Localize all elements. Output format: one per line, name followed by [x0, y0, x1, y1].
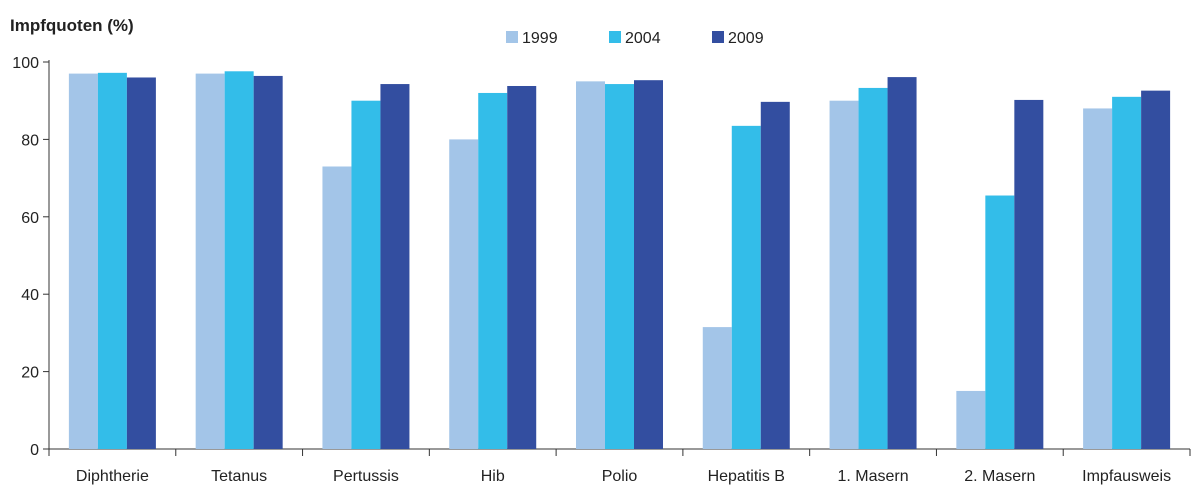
bar-2009	[887, 77, 917, 449]
legend-swatch	[609, 31, 621, 43]
legend: 1999 2004 2009	[506, 30, 764, 47]
x-category-label: 2. Masern	[964, 468, 1035, 485]
x-category-label: Polio	[602, 468, 638, 485]
bar-1999	[322, 166, 352, 450]
bars	[68, 71, 1171, 450]
bar-2004	[351, 100, 381, 449]
legend-swatch	[712, 31, 724, 43]
legend-swatch	[506, 31, 518, 43]
bar-2009	[1014, 99, 1044, 450]
x-category-label: Hib	[481, 468, 505, 485]
x-category-label: Hepatitis B	[708, 468, 785, 485]
bar-1999	[829, 100, 859, 449]
y-tick-label: 60	[21, 210, 39, 227]
bar-2004	[985, 195, 1015, 449]
bar-2009	[507, 85, 537, 449]
bar-2004	[97, 72, 127, 449]
bar-1999	[576, 81, 605, 449]
bar-1999	[956, 390, 986, 449]
bar-2009	[253, 75, 283, 449]
bar-2009	[1141, 90, 1171, 449]
bar-1999	[702, 327, 732, 449]
y-tick-label: 40	[21, 287, 39, 304]
bar-1999	[68, 73, 98, 450]
chart-title: Impfquoten (%)	[10, 16, 134, 35]
y-tick-label: 20	[21, 365, 39, 382]
legend-label: 2009	[728, 30, 764, 47]
bar-1999	[1083, 108, 1113, 449]
bar-2009	[634, 80, 663, 450]
bar-2009	[760, 101, 790, 450]
bar-2004	[731, 125, 761, 449]
legend-label: 1999	[522, 30, 558, 47]
y-tick-label: 80	[21, 132, 39, 149]
x-category-label: Impfausweis	[1082, 468, 1171, 485]
x-category-label: Tetanus	[211, 468, 267, 485]
bar-2004	[224, 71, 254, 450]
bar-2004	[478, 92, 508, 450]
bar-1999	[449, 139, 479, 449]
legend-label: 2004	[625, 30, 661, 47]
bar-2009	[380, 84, 410, 450]
bar-2004	[858, 87, 888, 449]
x-category-label: Pertussis	[333, 468, 399, 485]
x-category-label: Diphtherie	[76, 468, 149, 485]
x-category-label: 1. Masern	[837, 468, 908, 485]
bar-2004	[1112, 96, 1142, 449]
bar-1999	[195, 73, 225, 450]
bar-2009	[126, 77, 156, 449]
y-tick-label: 0	[30, 442, 39, 459]
y-axis: 0 20 40 60 80 100	[12, 55, 50, 459]
y-tick-label: 100	[12, 55, 39, 72]
x-axis: Diphtherie Tetanus Pertussis Hib Polio Hepati…	[48, 448, 1191, 485]
bar-2004	[605, 84, 634, 450]
